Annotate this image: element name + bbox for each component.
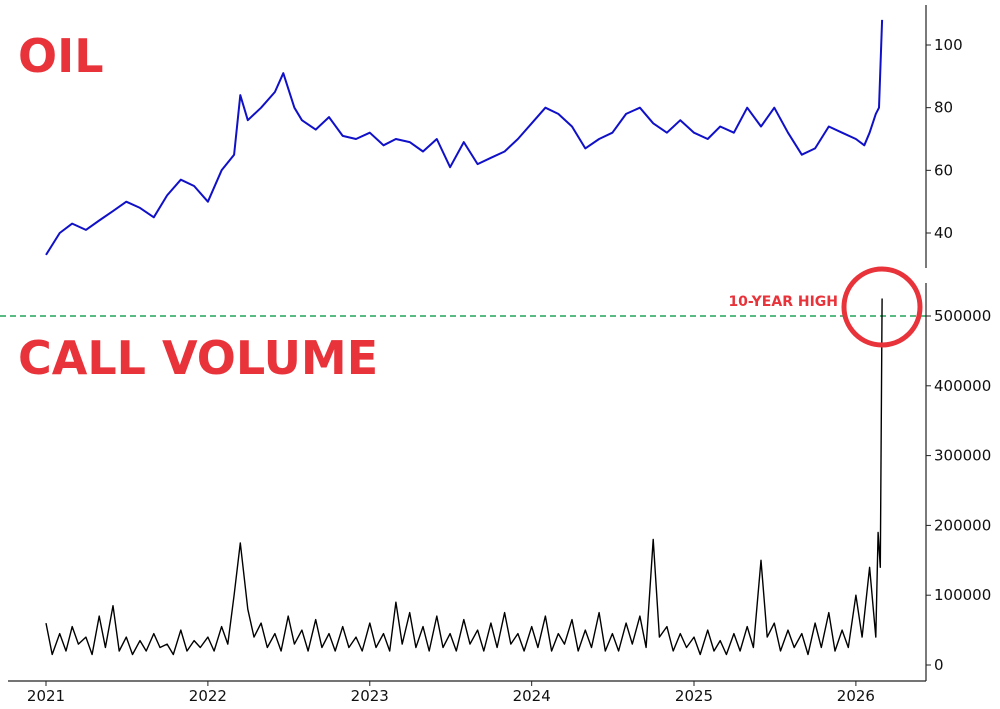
x-tick-label: 2024 <box>513 687 551 705</box>
call-volume-y-tick-label: 400000 <box>934 377 991 395</box>
call-volume-series-line <box>45 298 883 656</box>
oil-y-tick-label: 40 <box>934 224 953 242</box>
x-tick-label: 2026 <box>837 687 875 705</box>
x-tick-label: 2021 <box>27 687 65 705</box>
call-volume-title: CALL VOLUME <box>18 331 378 385</box>
call-volume-y-tick-label: 500000 <box>934 307 991 325</box>
x-tick-label: 2022 <box>189 687 227 705</box>
x-tick-label: 2023 <box>351 687 389 705</box>
call-volume-y-tick-label: 200000 <box>934 516 991 534</box>
oil-series-line <box>45 19 884 256</box>
call-volume-y-tick-label: 300000 <box>934 447 991 465</box>
ten-year-high-label: 10-YEAR HIGH <box>728 294 838 310</box>
call-volume-y-tick-label: 100000 <box>934 586 991 604</box>
oil-y-tick-label: 80 <box>934 99 953 117</box>
call-volume-y-tick-label: 0 <box>934 656 944 674</box>
highlight-circle <box>841 266 923 348</box>
oil-y-tick-label: 100 <box>934 36 963 54</box>
oil-y-tick-label: 60 <box>934 161 953 179</box>
x-tick-label: 2025 <box>675 687 713 705</box>
oil-title: OIL <box>18 29 104 83</box>
